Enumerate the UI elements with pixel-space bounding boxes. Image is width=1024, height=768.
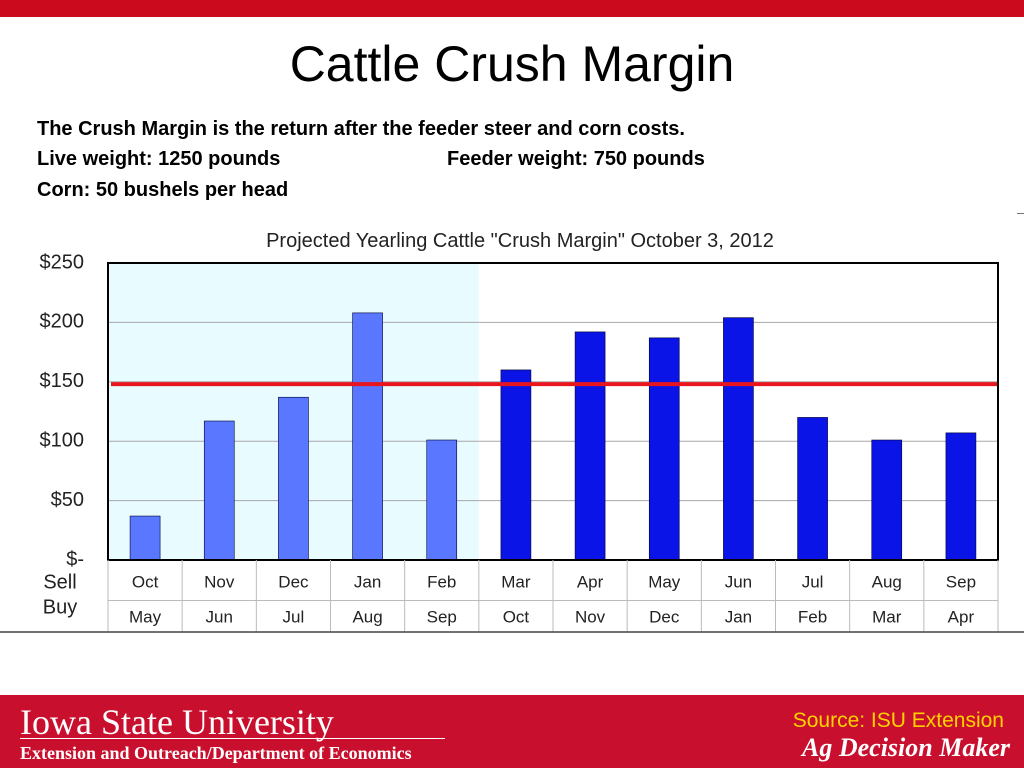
sell-month-label: Jan [354, 572, 381, 591]
buy-month-label: Apr [948, 607, 975, 626]
buy-month-label: May [129, 607, 162, 626]
bar-feb-sep [426, 439, 458, 561]
footer-bar [0, 695, 1024, 768]
bar-nov-jun [203, 420, 235, 561]
bar-apr-nov [574, 331, 606, 561]
y-tick-label: $250 [40, 251, 85, 273]
sell-month-label: Jun [725, 572, 752, 591]
department-text: Extension and Outreach/Department of Eco… [20, 743, 412, 763]
bar-jun-jan [723, 317, 754, 561]
sell-month-label: Dec [278, 572, 309, 591]
bar-aug-mar [871, 439, 903, 561]
buy-month-label: Jul [283, 607, 305, 626]
logo-divider [20, 738, 445, 739]
sell-month-label: Oct [132, 572, 159, 591]
sell-month-label: May [648, 572, 681, 591]
bar-may-dec [648, 337, 680, 561]
bar-oct-may [129, 515, 161, 561]
source-text: Source: ISU Extension [792, 709, 1004, 732]
buy-month-label: Mar [872, 607, 902, 626]
sell-month-label: Sep [946, 572, 976, 591]
y-tick-label: $50 [51, 489, 84, 511]
description-line-1: The Crush Margin is the return after the… [37, 118, 685, 140]
feeder-weight-text: Feeder weight: 750 pounds [447, 148, 705, 170]
buy-month-label: Aug [352, 607, 382, 626]
sell-month-label: Nov [204, 572, 235, 591]
sell-month-label: Jul [802, 572, 824, 591]
buy-month-label: Sep [427, 607, 457, 626]
bar-jan-aug [352, 312, 383, 561]
bar-jul-feb [797, 417, 828, 561]
buy-month-label: Feb [798, 607, 827, 626]
bar-mar-oct [500, 369, 532, 561]
sell-month-label: Apr [577, 572, 604, 591]
buy-month-label: Jan [725, 607, 752, 626]
bar-dec-jul [278, 396, 309, 561]
y-tick-label: $100 [40, 429, 85, 451]
buy-month-label: Jun [206, 607, 233, 626]
row-label-sell: Sell [43, 571, 76, 593]
sell-month-label: Mar [501, 572, 531, 591]
sell-month-label: Aug [872, 572, 902, 591]
buy-month-label: Oct [503, 607, 530, 626]
slide-edge-mark [1017, 213, 1024, 214]
bar-sep-apr [945, 432, 977, 561]
buy-month-label: Nov [575, 607, 606, 626]
corn-text: Corn: 50 bushels per head [37, 179, 289, 201]
university-logo: Iowa State University [20, 702, 334, 742]
sell-month-label: Feb [427, 572, 456, 591]
crush-margin-chart: Projected Yearling Cattle "Crush Margin"… [0, 230, 1024, 633]
program-logo: Ag Decision Maker [802, 733, 1010, 762]
live-weight-text: Live weight: 1250 pounds [37, 148, 281, 170]
row-label-buy: Buy [43, 596, 77, 618]
y-tick-label: $- [66, 548, 84, 570]
top-red-bar [0, 0, 1024, 17]
buy-month-label: Dec [649, 607, 680, 626]
page-title: Cattle Crush Margin [289, 36, 735, 92]
y-tick-label: $150 [40, 370, 85, 392]
y-tick-label: $200 [40, 311, 85, 333]
chart-title: Projected Yearling Cattle "Crush Margin"… [266, 230, 774, 252]
